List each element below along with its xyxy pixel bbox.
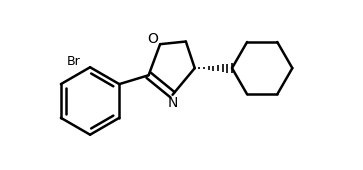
Text: Br: Br [67,55,81,67]
Text: N: N [167,96,178,110]
Text: O: O [148,32,159,46]
